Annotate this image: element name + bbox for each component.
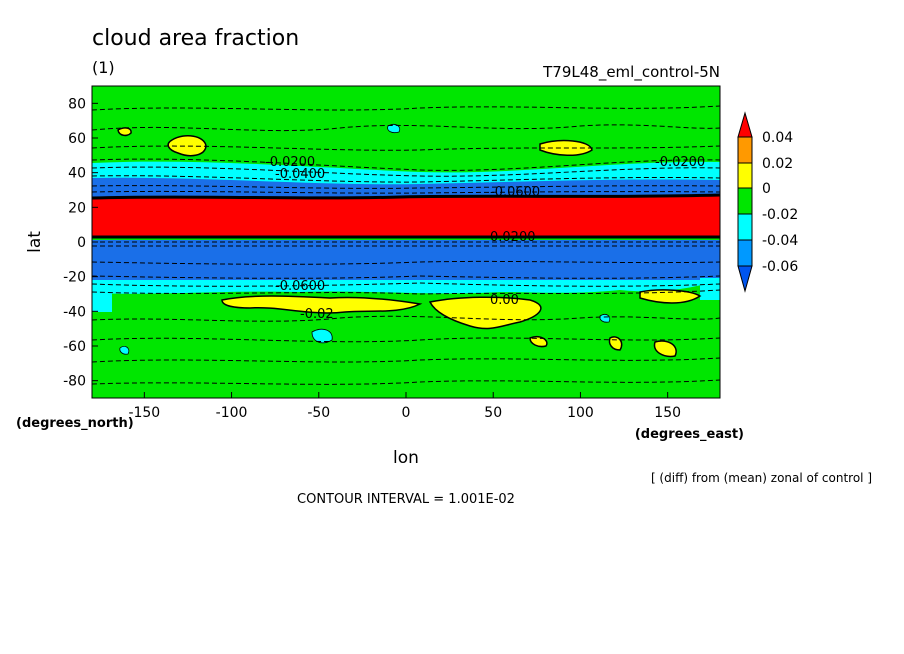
contour-line [92, 166, 720, 177]
x-tick-label: -150 [128, 405, 160, 421]
x-tick-label: 50 [484, 405, 502, 421]
zero-contour-north [92, 193, 720, 200]
colorbar-swatch [737, 213, 753, 241]
contour-line [92, 158, 720, 171]
y-tick-label: -40 [63, 304, 86, 320]
contour-line [92, 260, 720, 265]
contour-lines-solid [92, 193, 720, 239]
cyan-patch-east [700, 278, 720, 300]
colorbar-swatch [737, 239, 753, 267]
colorbar-bottom-arrow [737, 265, 753, 293]
yellow-patch [639, 289, 702, 304]
x-axis-ticks: -150 -100 -50 0 50 100 150 [128, 392, 681, 421]
run-label: T79L48_eml_control-5N [542, 63, 720, 82]
contour-line [92, 124, 720, 132]
cyan-patch [119, 346, 130, 355]
x-tick-label: -50 [307, 405, 330, 421]
colorbar-swatch [737, 187, 753, 215]
colorbar-label: 0.02 [762, 156, 793, 172]
contour-lines-dashed [92, 105, 720, 385]
y-tick-label: 80 [68, 96, 86, 112]
x-tick-label: 0 [402, 405, 411, 421]
contour-line [92, 379, 720, 385]
colorbar: 0.04 0.02 0 -0.02 -0.04 -0.06 [737, 111, 798, 293]
y-tick-label: -80 [63, 374, 86, 390]
y-tick-label: 60 [68, 131, 86, 147]
blue-band-north [92, 177, 720, 200]
cyan-band-south [92, 280, 720, 294]
colorbar-top-arrow [737, 111, 753, 138]
cyan-patch [311, 328, 333, 344]
contour-line [92, 185, 720, 189]
contour-label: -0.02 [300, 307, 334, 322]
contour-label: -0.0600 [490, 185, 540, 200]
contour-line [92, 275, 720, 279]
cyan-patch [599, 314, 611, 323]
chart-title: cloud area fraction [92, 26, 299, 51]
x-axis-label: lon [393, 448, 419, 468]
x-tick-label: 150 [654, 405, 681, 421]
contour-label: -0.0600 [275, 279, 325, 294]
colorbar-label: 0 [762, 181, 771, 197]
yellow-patch [608, 336, 623, 351]
y-tick-label: 40 [68, 166, 86, 182]
yellow-patch [167, 134, 207, 157]
colorbar-swatch [737, 162, 753, 189]
x-axis-units: (degrees_east) [635, 427, 744, 442]
contour-label: -0.0200 [265, 155, 315, 170]
chart-subtitle: (1) [92, 58, 115, 77]
contour-line [92, 282, 720, 287]
y-axis-ticks: 80 60 40 20 0 -20 -40 -60 -80 [63, 96, 98, 390]
contour-labels: -0.0200 -0.0400 -0.0600 0.0200 0.00 -0.0… [265, 155, 705, 322]
colorbar-label: -0.04 [762, 233, 798, 249]
y-tick-label: -20 [63, 270, 86, 286]
plot-area: -0.0200 -0.0400 -0.0600 0.0200 0.00 -0.0… [92, 86, 720, 398]
colorbar-labels: 0.04 0.02 0 -0.02 -0.04 -0.06 [762, 130, 798, 275]
contour-label: 0.0200 [490, 230, 536, 245]
colorbar-label: -0.02 [762, 207, 798, 223]
contour-line [92, 145, 720, 151]
comparison-note: [ (diff) from (mean) zonal of control ] [651, 471, 872, 485]
y-tick-label: 20 [68, 200, 86, 216]
cyan-patches [119, 124, 611, 355]
blue-band-south [92, 240, 720, 287]
y-axis-units: (degrees_north) [16, 416, 134, 431]
y-tick-label: 0 [77, 235, 86, 251]
colorbar-label: -0.06 [762, 259, 798, 275]
yellow-patch [428, 296, 542, 330]
contour-interval: CONTOUR INTERVAL = 1.001E-02 [297, 492, 515, 507]
contour-line [92, 175, 720, 183]
x-tick-label: -100 [216, 405, 248, 421]
yellow-patch [221, 295, 423, 314]
contour-line [92, 337, 720, 343]
colorbar-label: 0.04 [762, 130, 793, 146]
contour-line [92, 315, 720, 322]
cyan-patch [387, 124, 401, 134]
y-tick-label: -60 [63, 339, 86, 355]
cyan-patch-west [92, 282, 112, 312]
y-axis-label: lat [25, 231, 45, 253]
contour-label: -0.0200 [655, 155, 705, 170]
contour-line [92, 289, 720, 295]
yellow-patch [529, 335, 548, 348]
x-tick-label: 100 [567, 405, 594, 421]
contour-label: -0.0400 [275, 167, 325, 182]
yellow-patch [117, 127, 132, 137]
red-band [92, 196, 720, 236]
contour-label: 0.00 [490, 293, 519, 308]
contour-line [92, 190, 720, 194]
colorbar-swatch [737, 136, 753, 164]
contour-line [92, 105, 720, 111]
contour-line [92, 357, 720, 363]
yellow-patch [653, 340, 677, 358]
